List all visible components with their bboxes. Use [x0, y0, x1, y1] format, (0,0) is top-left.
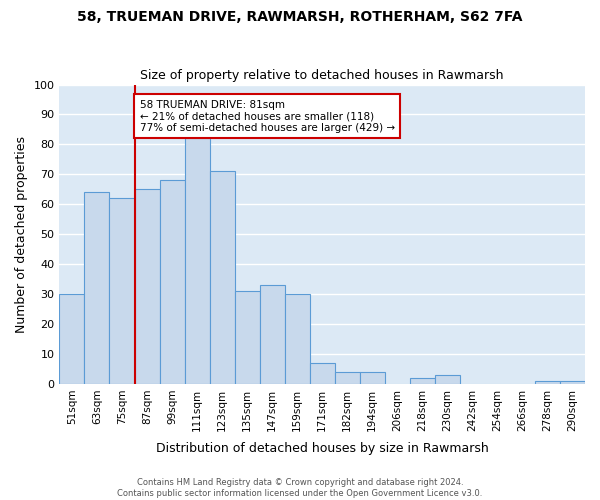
Bar	[560, 381, 585, 384]
Bar	[260, 285, 284, 384]
Y-axis label: Number of detached properties: Number of detached properties	[15, 136, 28, 332]
Bar	[310, 363, 335, 384]
Text: 58, TRUEMAN DRIVE, RAWMARSH, ROTHERHAM, S62 7FA: 58, TRUEMAN DRIVE, RAWMARSH, ROTHERHAM, …	[77, 10, 523, 24]
Bar	[435, 375, 460, 384]
Bar	[134, 190, 160, 384]
Bar	[185, 138, 209, 384]
Bar	[410, 378, 435, 384]
Bar	[535, 381, 560, 384]
Text: Contains HM Land Registry data © Crown copyright and database right 2024.
Contai: Contains HM Land Registry data © Crown c…	[118, 478, 482, 498]
Bar	[59, 294, 85, 384]
Title: Size of property relative to detached houses in Rawmarsh: Size of property relative to detached ho…	[140, 69, 504, 82]
Bar	[335, 372, 360, 384]
Bar	[284, 294, 310, 384]
Bar	[85, 192, 109, 384]
Bar	[209, 172, 235, 384]
Text: 58 TRUEMAN DRIVE: 81sqm
← 21% of detached houses are smaller (118)
77% of semi-d: 58 TRUEMAN DRIVE: 81sqm ← 21% of detache…	[140, 100, 395, 132]
X-axis label: Distribution of detached houses by size in Rawmarsh: Distribution of detached houses by size …	[156, 442, 488, 455]
Bar	[235, 291, 260, 384]
Bar	[109, 198, 134, 384]
Bar	[360, 372, 385, 384]
Bar	[160, 180, 185, 384]
